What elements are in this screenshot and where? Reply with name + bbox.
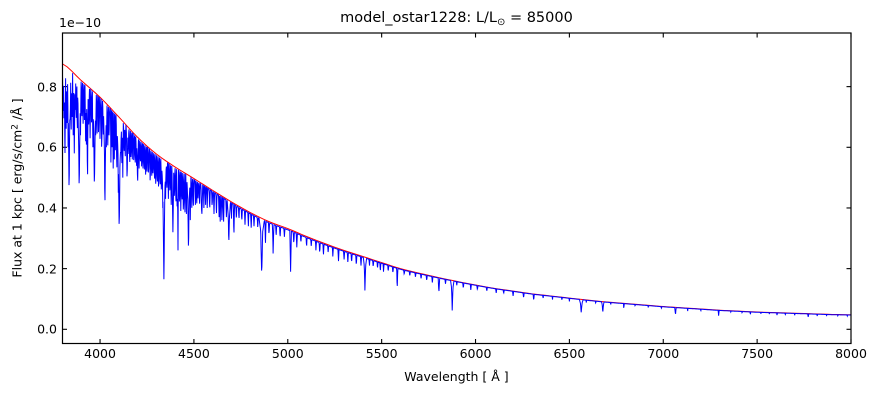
x-tick-label: 6000 <box>459 346 492 361</box>
spectrum-line <box>62 73 851 318</box>
y-tick-label: 0.8 <box>37 79 57 95</box>
y-axis-label-sup: 2 <box>10 124 21 130</box>
y-axis-label-unit: /Å ] <box>9 98 25 125</box>
solar-symbol: ⊙ <box>496 17 506 28</box>
y-tick-label: 0.2 <box>37 261 57 277</box>
x-tick-label: 7500 <box>741 346 774 361</box>
y-tick-label: 0.0 <box>37 321 57 337</box>
x-tick-label: 6500 <box>553 346 586 361</box>
chart-title-value: = 85000 <box>505 10 573 26</box>
x-tick-label: 8000 <box>835 346 867 361</box>
x-axis-label: Wavelength [ Å ] <box>404 369 509 384</box>
y-axis-offset-text: 1e−10 <box>59 15 102 30</box>
x-tick-label: 5000 <box>271 346 304 361</box>
y-tick-label: 0.6 <box>37 139 57 155</box>
axes-frame <box>61 32 852 345</box>
chart-title: model_ostar1228: L/L⊙ = 85000 <box>62 10 851 31</box>
x-tick-label: 4500 <box>178 346 210 361</box>
x-tick-label: 5500 <box>365 346 398 361</box>
y-axis-label-text: Flux at 1 kpc [ erg/s/cm <box>9 129 25 278</box>
y-tick-label: 0.4 <box>37 200 57 216</box>
chart-title-text: model_ostar1228: L/L <box>340 10 497 26</box>
x-tick-label: 4000 <box>84 346 116 361</box>
y-axis-label: Flux at 1 kpc [ erg/s/cm2 /Å ] <box>10 98 25 277</box>
x-tick-label: 7000 <box>647 346 680 361</box>
